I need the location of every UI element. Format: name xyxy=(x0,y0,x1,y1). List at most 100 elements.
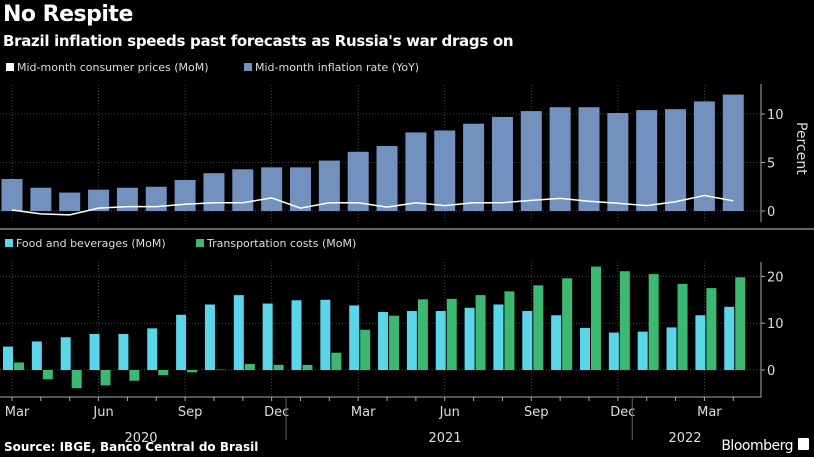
bar-yoy xyxy=(636,110,658,211)
bloomberg-terminal-icon xyxy=(798,438,809,450)
bar-food xyxy=(522,311,533,370)
bar-yoy xyxy=(376,146,398,211)
bar-food xyxy=(147,328,158,370)
chart-title: No Respite xyxy=(3,2,133,27)
y-tick-label: 0 xyxy=(767,364,775,379)
x-tick-label: Mar xyxy=(351,405,376,420)
bar-transport xyxy=(648,274,659,370)
y-tick-label: 0 xyxy=(767,205,775,220)
legend-label-mom: Mid-month consumer prices (MoM) xyxy=(17,61,209,74)
line-mom xyxy=(11,194,734,216)
x-tick-label: Dec xyxy=(264,405,289,420)
bar-transport xyxy=(244,363,255,370)
x-tick-label: Jun xyxy=(439,405,460,420)
bar-food xyxy=(291,300,302,370)
bar-food xyxy=(551,315,562,370)
bloomberg-logo: Bloomberg xyxy=(721,438,793,454)
legend-swatch-transport xyxy=(196,239,204,247)
year-label: 2022 xyxy=(668,431,701,446)
y-tick-label: 10 xyxy=(767,108,784,123)
x-tick-label: Mar xyxy=(5,405,30,420)
x-tick-label: Sep xyxy=(524,405,549,420)
legend-label-yoy: Mid-month inflation rate (YoY) xyxy=(255,61,419,74)
year-label: 2020 xyxy=(124,431,157,446)
bar-yoy xyxy=(203,173,225,211)
bar-food xyxy=(378,311,389,370)
bar-food xyxy=(666,327,677,370)
bar-food xyxy=(608,332,619,370)
bar-yoy xyxy=(463,123,485,211)
bar-yoy xyxy=(722,94,744,211)
bar-yoy xyxy=(405,132,427,211)
bar-transport xyxy=(446,298,457,370)
legend-swatch-food xyxy=(5,239,13,247)
legend-label-food: Food and beverages (MoM) xyxy=(16,237,166,250)
bar-transport xyxy=(677,283,688,370)
bar-yoy xyxy=(59,192,81,211)
bar-food xyxy=(435,311,446,370)
bar-food xyxy=(3,346,13,370)
bar-transport xyxy=(591,266,601,370)
y-tick-label: 20 xyxy=(767,270,784,285)
bar-transport xyxy=(360,329,371,370)
bar-transport xyxy=(417,299,428,370)
x-tick-label: Jun xyxy=(92,405,113,420)
bar-yoy xyxy=(491,116,513,211)
bar-transport xyxy=(562,278,573,370)
bar-yoy xyxy=(145,186,167,211)
bar-transport xyxy=(129,370,140,381)
bar-yoy xyxy=(607,113,629,211)
bar-transport xyxy=(14,362,24,370)
bar-transport xyxy=(273,364,284,370)
y-axis-label: Percent xyxy=(793,122,809,175)
bar-transport xyxy=(71,370,82,389)
bar-yoy xyxy=(1,178,23,211)
bar-transport xyxy=(187,370,198,373)
bar-food xyxy=(464,307,475,370)
bar-yoy xyxy=(232,169,254,211)
bar-food xyxy=(349,305,360,370)
bar-food xyxy=(637,331,648,370)
bar-food xyxy=(204,304,215,370)
bar-food xyxy=(724,306,735,370)
legend-swatch-yoy xyxy=(244,63,252,71)
bar-transport xyxy=(302,364,313,370)
bar-yoy xyxy=(174,179,196,211)
bar-yoy xyxy=(693,101,715,211)
bar-yoy xyxy=(290,167,311,211)
bar-yoy xyxy=(116,187,138,211)
bar-transport xyxy=(533,285,544,370)
bar-transport xyxy=(706,288,717,370)
bar-transport xyxy=(475,295,486,370)
bar-yoy xyxy=(88,189,110,211)
chart-subtitle: Brazil inflation speeds past forecasts a… xyxy=(3,32,514,50)
bar-yoy xyxy=(578,107,600,211)
bar-transport xyxy=(42,370,53,380)
bar-yoy xyxy=(520,111,542,211)
bar-yoy xyxy=(549,107,571,211)
source-note: Source: IBGE, Banco Central do Brasil xyxy=(4,440,258,454)
bar-transport xyxy=(735,277,746,370)
bar-yoy xyxy=(434,130,456,211)
bar-food xyxy=(89,333,100,370)
legend-swatch-mom xyxy=(6,63,14,71)
bar-food xyxy=(695,315,706,370)
bar-food xyxy=(262,303,273,370)
bar-food xyxy=(118,333,129,370)
legend-label-transport: Transportation costs (MoM) xyxy=(206,237,356,250)
bar-transport xyxy=(619,271,630,370)
y-tick-label: 10 xyxy=(767,317,784,332)
bar-food xyxy=(233,295,244,370)
bar-food xyxy=(580,327,590,370)
year-label: 2021 xyxy=(428,431,461,446)
bar-yoy xyxy=(347,151,369,211)
bar-transport xyxy=(504,291,515,370)
bar-food xyxy=(320,299,331,370)
bar-transport xyxy=(215,369,226,371)
bar-transport xyxy=(158,370,169,376)
y-tick-label: 5 xyxy=(767,157,775,172)
bar-yoy xyxy=(665,109,687,211)
bar-food xyxy=(406,311,417,370)
x-tick-label: Sep xyxy=(178,405,203,420)
